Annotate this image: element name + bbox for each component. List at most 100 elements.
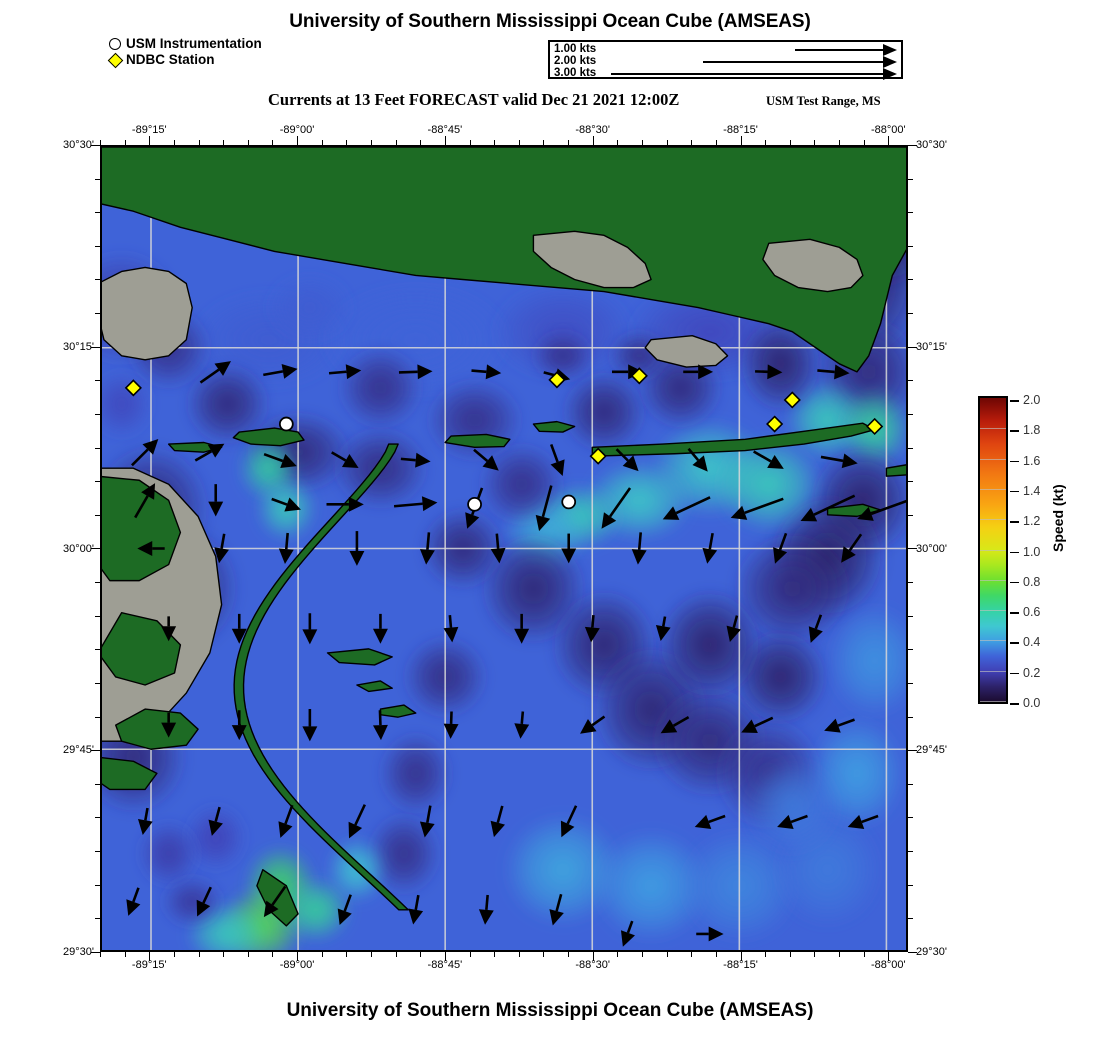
current-vector-shaft [202, 886, 212, 904]
map-plot-area[interactable] [100, 145, 908, 952]
current-vector-head [141, 483, 156, 500]
lon-tickmark-top [494, 140, 496, 145]
lat-tickmark-left [95, 682, 100, 684]
speed-blob [745, 757, 840, 854]
current-vector-head [349, 550, 365, 566]
colorbar-tick [1010, 672, 1019, 675]
lat-tickmark-left [95, 413, 100, 415]
current-vector-head [348, 821, 363, 839]
colorbar: 2.0 1.8 1.6 1.4 1.2 1.0 0.8 0.6 0.4 0.2 0.0 [978, 393, 1040, 710]
lon-tickmark-top [568, 140, 570, 145]
lon-tickmark-bottom [740, 952, 742, 961]
current-vector-head [161, 722, 177, 738]
vector-arrow-icon [883, 68, 897, 80]
colorbar-tick [1010, 460, 1019, 463]
lat-tickmark-right [908, 212, 913, 214]
colorbar-tick [1010, 612, 1019, 614]
colorbar-tick [1010, 581, 1019, 584]
lat-tickmark-right [908, 649, 913, 651]
usm-instrumentation-marker [561, 494, 577, 510]
coastal-marsh-0 [102, 266, 193, 361]
current-vector-shaft [837, 718, 855, 727]
speed-blob [339, 347, 422, 429]
current-vector-shaft [615, 448, 629, 462]
longitude-tick-label-top: -88°00' [870, 124, 906, 136]
current-vector-shaft [672, 715, 690, 727]
current-vector-head [841, 453, 858, 469]
current-vector-shaft [194, 450, 213, 462]
chandeleur-islands [233, 443, 409, 911]
lat-tickmark-right [908, 144, 917, 146]
colorbar-tick-label: 1.6 [1023, 453, 1041, 468]
vector-scale-shaft [611, 73, 883, 75]
lon-tickmark-top [100, 140, 101, 145]
current-vector-shaft [144, 807, 149, 821]
current-vector-shaft [541, 485, 553, 518]
current-vector-head [655, 625, 671, 642]
lon-tickmark-bottom [321, 952, 323, 957]
lon-tickmark-bottom [173, 952, 175, 957]
lon-tickmark-bottom [863, 952, 865, 957]
delta-island-0 [326, 648, 393, 666]
lat-tickmark-right [908, 682, 913, 684]
colorbar-tick [1010, 490, 1019, 493]
colorbar-separator [980, 610, 1006, 612]
current-vector-head [550, 459, 565, 476]
lat-tickmark-left [95, 380, 100, 382]
current-vector-head [278, 548, 294, 564]
current-vector-shaft [662, 616, 667, 627]
longitude-tick-label-bottom: -88°30' [575, 959, 610, 971]
lat-tickmark-right [908, 245, 913, 247]
marsh-green-2 [115, 708, 199, 750]
page-title: University of Southern Mississippi Ocean… [289, 11, 811, 32]
current-vector-head [421, 496, 438, 512]
colorbar-tick [1010, 642, 1019, 644]
land-polygons [102, 147, 906, 927]
current-vector-shaft [134, 495, 149, 519]
latitude-tick-label-right: 29°30' [916, 946, 947, 958]
lat-tickmark-right [908, 548, 917, 550]
current-vector-shaft [732, 615, 739, 628]
current-vector-shaft [284, 804, 294, 825]
current-vector-shaft [549, 443, 559, 463]
colorbar-separator [980, 488, 1006, 490]
vector-scale-shaft [795, 49, 883, 51]
vector-scale-label: 1.00 kts [554, 43, 597, 55]
vector-scale-shaft [703, 61, 883, 63]
current-vector-head [419, 549, 435, 565]
speed-blob [186, 805, 246, 870]
current-vector-head [580, 719, 597, 734]
legend-item-ndbc-station: NDBC Station [107, 52, 262, 68]
current-vector-shaft [131, 448, 149, 467]
map-canvas [102, 147, 906, 950]
current-vector-head [208, 819, 223, 836]
colorbar-tick-label: 0.4 [1023, 635, 1041, 650]
current-vector-head [631, 549, 647, 565]
usm-instrumentation-marker [467, 496, 482, 512]
current-vector-head [560, 820, 575, 838]
coastal-marsh-3 [644, 335, 729, 368]
colorbar-tick-label: 1.4 [1023, 483, 1041, 498]
lon-tickmark-bottom [839, 952, 841, 957]
lon-tickmark-top [543, 140, 545, 145]
current-vector-head [708, 926, 724, 942]
lat-tickmark-left [95, 918, 100, 920]
current-vector-head [372, 724, 388, 741]
current-vector-head [231, 628, 247, 644]
current-vector-shaft [414, 894, 420, 911]
colorbar-tick-label: 1.0 [1023, 544, 1041, 559]
current-vector-shaft [214, 806, 221, 822]
lon-tickmark-top [666, 140, 668, 145]
longitude-tick-label-top: -88°45' [427, 124, 463, 136]
current-vector-shaft [471, 369, 487, 374]
latitude-tick-label-left: 30°00' [63, 542, 94, 555]
lon-tickmark-bottom [420, 952, 422, 957]
current-vector-head [857, 506, 874, 521]
colorbar-tick-label: 0.0 [1023, 696, 1041, 710]
lon-tickmark-bottom [641, 952, 643, 957]
current-vector-head [214, 361, 232, 376]
lon-tickmark-bottom [469, 952, 471, 957]
current-vector-head [196, 899, 211, 917]
lat-tickmark-right [908, 783, 913, 785]
lon-tickmark-bottom [149, 952, 151, 961]
